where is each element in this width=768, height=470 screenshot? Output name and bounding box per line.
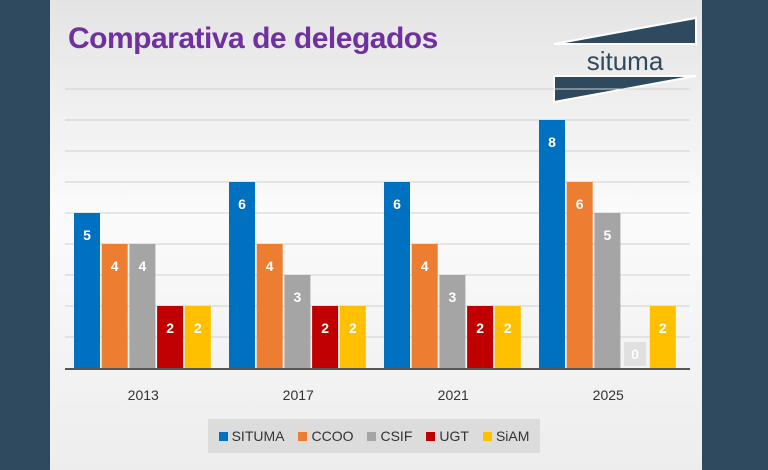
bar-ugt-2021 — [467, 306, 494, 368]
legend-label: SiAM — [495, 428, 530, 444]
bar-siam-2013 — [184, 306, 211, 368]
data-label: 8 — [548, 134, 556, 150]
data-label: 6 — [576, 196, 584, 212]
data-label: 5 — [83, 227, 91, 243]
data-label: 4 — [111, 258, 119, 274]
data-label: 6 — [238, 196, 246, 212]
data-label: 2 — [194, 320, 202, 336]
bar-ugt-2013 — [157, 306, 184, 368]
bar-ccoo-2013 — [101, 244, 128, 368]
bar-siam-2017 — [339, 306, 366, 368]
x-tick-label: 2021 — [438, 387, 469, 403]
data-label-bg — [624, 342, 647, 366]
legend-swatch — [426, 431, 436, 441]
data-label: 3 — [449, 289, 457, 305]
legend-item-situma: SITUMA — [218, 428, 285, 444]
legend-item-csif: CSIF — [367, 428, 412, 444]
legend-item-siam: SiAM — [482, 428, 530, 444]
bar-situma-2025 — [539, 120, 565, 368]
bar-csif-2013 — [129, 244, 156, 368]
x-tick-label: 2013 — [128, 387, 159, 403]
bar-ccoo-2021 — [411, 244, 438, 368]
bar-csif-2017 — [284, 275, 311, 368]
data-label: 0 — [631, 346, 639, 362]
legend-swatch — [298, 431, 308, 441]
bar-situma-2017 — [229, 182, 255, 368]
data-label: 5 — [604, 227, 612, 243]
bar-csif-2021 — [439, 275, 466, 368]
legend-item-ugt: UGT — [426, 428, 469, 444]
data-label: 2 — [476, 320, 484, 336]
data-label: 2 — [166, 320, 174, 336]
data-label: 2 — [504, 320, 512, 336]
x-tick-label: 2017 — [283, 387, 314, 403]
legend-label: SITUMA — [231, 428, 285, 444]
legend-label: UGT — [439, 428, 469, 444]
data-label: 2 — [321, 320, 329, 336]
data-label: 4 — [139, 258, 147, 274]
legend: SITUMA CCOO CSIF UGT SiAM — [208, 419, 540, 453]
legend-item-ccoo: CCOO — [298, 428, 353, 444]
bar-situma-2013 — [74, 213, 100, 368]
bar-ccoo-2025 — [566, 182, 593, 368]
bar-csif-2025 — [594, 213, 621, 368]
x-tick-label: 2025 — [593, 387, 624, 403]
legend-swatch — [367, 431, 377, 441]
bar-siam-2025 — [649, 306, 676, 368]
data-label: 4 — [421, 258, 429, 274]
logo-text: situma — [587, 46, 664, 76]
legend-label: CCOO — [311, 428, 354, 444]
bar-siam-2021 — [494, 306, 521, 368]
legend-label: CSIF — [380, 428, 413, 444]
legend-swatch — [218, 431, 228, 441]
data-label: 3 — [294, 289, 302, 305]
bar-ugt-2017 — [312, 306, 339, 368]
bar-situma-2021 — [384, 182, 410, 368]
chart-title: Comparativa de delegados — [68, 22, 438, 55]
legend-swatch — [482, 431, 492, 441]
data-label: 2 — [349, 320, 357, 336]
data-label: 6 — [393, 196, 401, 212]
bar-ccoo-2017 — [256, 244, 283, 368]
bar-chart: 5 4 4 2 2 2013 6 4 3 2 2 2017 6 4 3 2 2 2021 8 6 5 0 2 2025 — [65, 88, 690, 403]
data-label: 4 — [266, 258, 274, 274]
data-label: 2 — [659, 320, 667, 336]
